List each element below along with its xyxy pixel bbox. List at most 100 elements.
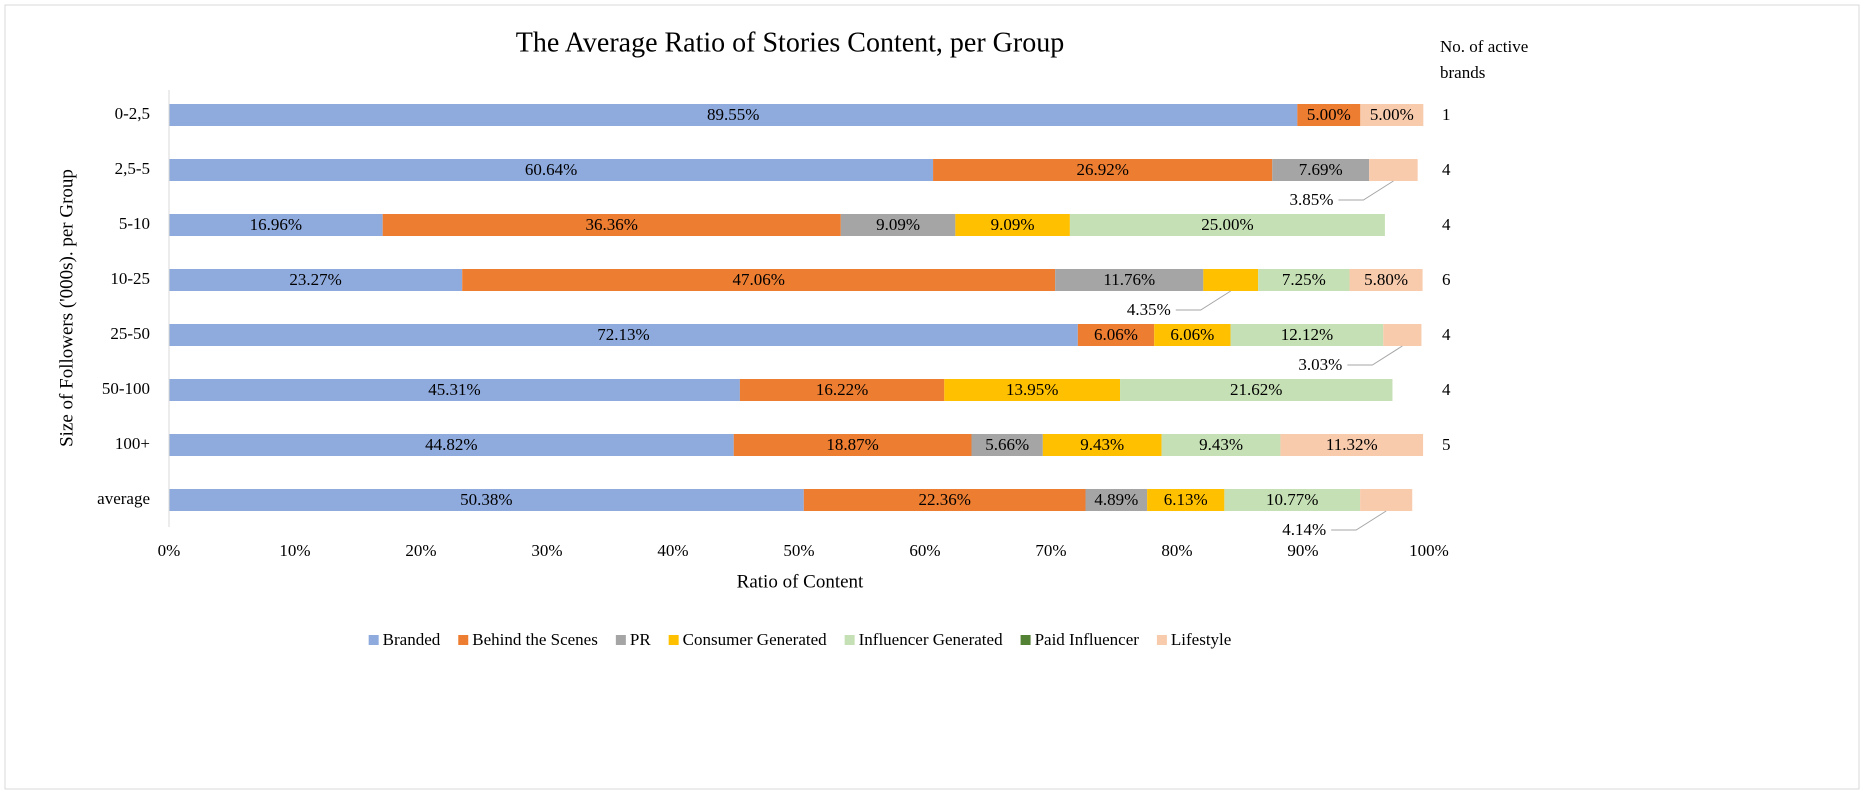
bar-segment bbox=[1360, 489, 1413, 511]
data-label: 60.64% bbox=[525, 160, 577, 179]
data-label: 25.00% bbox=[1201, 215, 1253, 234]
legend-swatch bbox=[844, 635, 855, 645]
data-label: 9.43% bbox=[1199, 435, 1243, 454]
legend-swatch bbox=[1020, 635, 1031, 645]
x-tick-label: 40% bbox=[657, 541, 688, 560]
bar-segment bbox=[1203, 269, 1259, 291]
active-brands: 4 bbox=[1442, 215, 1451, 234]
brands-header: No. of active brands bbox=[1440, 37, 1529, 82]
legend-label: Lifestyle bbox=[1171, 630, 1231, 649]
leader-line bbox=[1338, 180, 1394, 201]
data-label: 6.06% bbox=[1094, 325, 1138, 344]
bar-segment bbox=[1258, 269, 1350, 291]
active-brands: 4 bbox=[1442, 160, 1451, 179]
active-brands: 5 bbox=[1442, 435, 1451, 454]
bar-segment bbox=[1077, 324, 1155, 346]
bar-segment bbox=[739, 379, 945, 401]
leader-line bbox=[1347, 345, 1403, 366]
data-label: 50.38% bbox=[460, 490, 512, 509]
data-label: 5.00% bbox=[1307, 105, 1351, 124]
x-tick-label: 90% bbox=[1287, 541, 1318, 560]
bar-segment bbox=[169, 379, 740, 401]
bar-segment bbox=[1069, 214, 1385, 236]
data-label: 6.13% bbox=[1164, 490, 1208, 509]
data-label: 13.95% bbox=[1006, 380, 1058, 399]
legend-label: Behind the Scenes bbox=[472, 630, 598, 649]
data-label: 6.06% bbox=[1170, 325, 1214, 344]
legend-swatch bbox=[368, 635, 379, 645]
bar-segment bbox=[1147, 489, 1225, 511]
data-label: 4.89% bbox=[1094, 490, 1138, 509]
data-label: 4.35% bbox=[1127, 300, 1171, 319]
bar-segment bbox=[382, 214, 841, 236]
bar-segment bbox=[169, 159, 934, 181]
bar-segment bbox=[1055, 269, 1204, 291]
y-tick-label: 100+ bbox=[115, 434, 150, 453]
data-label: 47.06% bbox=[732, 270, 784, 289]
data-label: 26.92% bbox=[1076, 160, 1128, 179]
data-label: 72.13% bbox=[597, 325, 649, 344]
data-label: 23.27% bbox=[289, 270, 341, 289]
active-brands: 6 bbox=[1442, 270, 1451, 289]
data-label: 36.36% bbox=[586, 215, 638, 234]
data-label: 5.66% bbox=[985, 435, 1029, 454]
data-label: 4.14% bbox=[1282, 520, 1326, 539]
bar-segment bbox=[1349, 269, 1423, 291]
data-label: 3.03% bbox=[1298, 355, 1342, 374]
bar-segment bbox=[971, 434, 1043, 456]
legend-label: Consumer Generated bbox=[683, 630, 827, 649]
bar-segment bbox=[169, 214, 383, 236]
bar-segment bbox=[933, 159, 1273, 181]
active-brands: 4 bbox=[1442, 380, 1451, 399]
bar-segment bbox=[1120, 379, 1393, 401]
bar-segment bbox=[169, 324, 1078, 346]
leader-line bbox=[1175, 290, 1232, 311]
bar-segment bbox=[169, 269, 463, 291]
bar-segment bbox=[733, 434, 972, 456]
legend-swatch bbox=[458, 635, 469, 645]
data-label: 7.25% bbox=[1282, 270, 1326, 289]
leader-line bbox=[1331, 510, 1387, 531]
data-label: 22.36% bbox=[918, 490, 970, 509]
bar-segment bbox=[1161, 434, 1281, 456]
data-label: 9.09% bbox=[876, 215, 920, 234]
legend-swatch bbox=[1156, 635, 1167, 645]
data-label: 89.55% bbox=[707, 105, 759, 124]
bar-segment bbox=[1369, 159, 1418, 181]
data-label: 9.43% bbox=[1080, 435, 1124, 454]
legend-label: Influencer Generated bbox=[859, 630, 1003, 649]
legend-label: Branded bbox=[383, 630, 441, 649]
bar-segment bbox=[1224, 489, 1361, 511]
x-tick-label: 10% bbox=[279, 541, 310, 560]
bar-segment bbox=[1085, 489, 1148, 511]
legend-label: PR bbox=[630, 630, 651, 649]
bar-segment bbox=[1230, 324, 1384, 346]
legend-swatch bbox=[615, 635, 626, 645]
x-tick-label: 30% bbox=[531, 541, 562, 560]
data-label: 3.85% bbox=[1289, 190, 1333, 209]
data-label: 16.96% bbox=[250, 215, 302, 234]
bar-segment bbox=[1272, 159, 1370, 181]
bar-segment bbox=[955, 214, 1070, 236]
data-label: 12.12% bbox=[1281, 325, 1333, 344]
chart-border bbox=[4, 4, 1860, 790]
y-tick-label: 0-2,5 bbox=[115, 104, 150, 123]
chart-title: The Average Ratio of Stories Content, pe… bbox=[516, 27, 1064, 58]
data-label: 5.00% bbox=[1370, 105, 1414, 124]
bar-segment bbox=[944, 379, 1121, 401]
x-tick-label: 100% bbox=[1409, 541, 1449, 560]
data-label: 44.82% bbox=[425, 435, 477, 454]
legend-label: Paid Influencer bbox=[1035, 630, 1140, 649]
y-tick-label: 2,5-5 bbox=[115, 159, 150, 178]
y-tick-label: 25-50 bbox=[110, 324, 150, 343]
x-tick-label: 0% bbox=[158, 541, 181, 560]
data-label: 5.80% bbox=[1364, 270, 1408, 289]
bar-segment bbox=[169, 489, 804, 511]
legend: Branded Behind the Scenes PR Consumer Gener… bbox=[368, 630, 1231, 649]
bar-segment bbox=[169, 434, 734, 456]
x-tick-label: 50% bbox=[783, 541, 814, 560]
data-label: 21.62% bbox=[1230, 380, 1282, 399]
legend-swatch bbox=[668, 635, 679, 645]
